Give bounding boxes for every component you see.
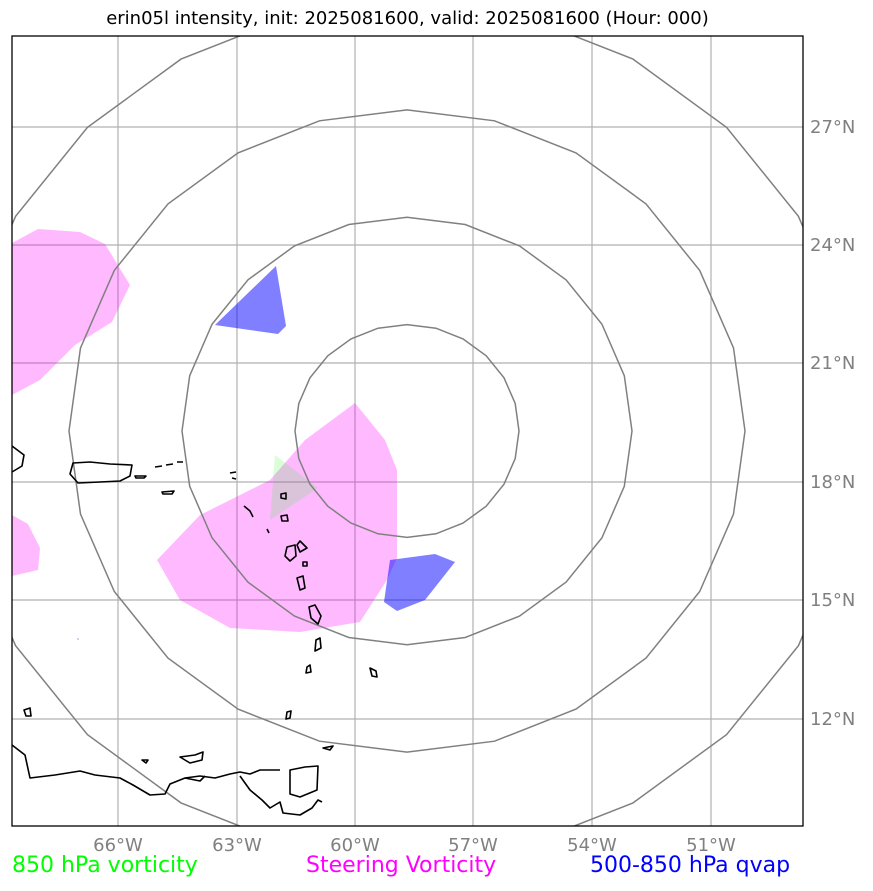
latitude-tick-labels: 27°N 24°N 21°N 18°N 15°N 12°N bbox=[810, 117, 855, 730]
latitude-tick-label: 24°N bbox=[810, 235, 855, 256]
longitude-tick-labels: 66°W 63°W 60°W 57°W 54°W 51°W bbox=[93, 835, 736, 856]
coastline-margarita bbox=[179, 751, 204, 764]
latitude-tick-label: 27°N bbox=[810, 117, 855, 138]
steering-vorticity-region-west bbox=[12, 229, 130, 395]
coastline-vieques bbox=[134, 475, 147, 479]
longitude-tick-label: 63°W bbox=[212, 835, 262, 856]
coastline-st-lucia bbox=[314, 637, 322, 652]
coastline-barbuda bbox=[280, 514, 289, 522]
vorticity-850-shading bbox=[270, 455, 318, 520]
coastline-antigua bbox=[280, 492, 287, 500]
coastline-virgin-islands bbox=[154, 461, 183, 468]
vorticity-850-region bbox=[270, 455, 318, 520]
latitude-tick-label: 15°N bbox=[810, 590, 855, 611]
coastline-islet-west bbox=[23, 707, 149, 764]
longitude-tick-label: 54°W bbox=[567, 835, 617, 856]
coastline-marie-galante bbox=[302, 561, 308, 567]
range-rings bbox=[12, 36, 803, 826]
legend-500-850-hpa-qvap: 500-850 hPa qvap bbox=[590, 853, 791, 878]
range-ring bbox=[12, 36, 803, 826]
longitude-tick-label: 66°W bbox=[93, 835, 143, 856]
coastline-hispaniola bbox=[12, 445, 25, 473]
coastline-puerto-rico bbox=[69, 461, 133, 484]
longitude-tick-label: 60°W bbox=[330, 835, 380, 856]
coastline-grenada bbox=[285, 710, 292, 720]
latitude-tick-label: 12°N bbox=[810, 709, 855, 730]
map-title: erin05l intensity, init: 2025081600, val… bbox=[106, 8, 709, 29]
latitude-tick-label: 18°N bbox=[810, 472, 855, 493]
map-frame bbox=[11, 35, 804, 827]
coastline-anguilla bbox=[229, 471, 237, 480]
gridlines bbox=[12, 36, 803, 826]
qvap-region-south bbox=[384, 554, 455, 611]
coastline-montserrat bbox=[266, 528, 270, 534]
coastline-guadeloupe bbox=[284, 540, 308, 562]
qvap-shading bbox=[77, 266, 455, 640]
qvap-region-north bbox=[215, 266, 286, 334]
range-ring bbox=[294, 323, 520, 539]
coastline-paria bbox=[184, 775, 206, 782]
coastline-venezuela bbox=[12, 744, 323, 816]
range-ring bbox=[68, 109, 746, 753]
map-plot-area bbox=[12, 36, 803, 826]
coastline-tobago bbox=[322, 745, 334, 751]
coastline-trinidad bbox=[289, 765, 319, 798]
steering-vorticity-region-central bbox=[157, 403, 397, 632]
coastline-st-croix bbox=[161, 490, 175, 495]
legend-850-hpa-vorticity: 850 hPa vorticity bbox=[12, 853, 198, 878]
legend-steering-vorticity: Steering Vorticity bbox=[306, 853, 497, 878]
range-ring bbox=[181, 216, 633, 646]
coastline-martinique bbox=[308, 604, 322, 625]
coastline-barbados bbox=[369, 667, 378, 678]
latitude-tick-label: 21°N bbox=[810, 353, 855, 374]
steering-vorticity-shading bbox=[12, 229, 397, 632]
steering-vorticity-region-southwest bbox=[12, 515, 40, 576]
qvap-region-tiny bbox=[77, 638, 79, 640]
longitude-tick-label: 57°W bbox=[448, 835, 498, 856]
longitude-tick-label: 51°W bbox=[686, 835, 736, 856]
coastline-st-vincent bbox=[305, 664, 312, 674]
coastline-st-kitts bbox=[243, 505, 254, 518]
coastlines bbox=[12, 445, 378, 816]
coastline-dominica bbox=[296, 575, 306, 591]
